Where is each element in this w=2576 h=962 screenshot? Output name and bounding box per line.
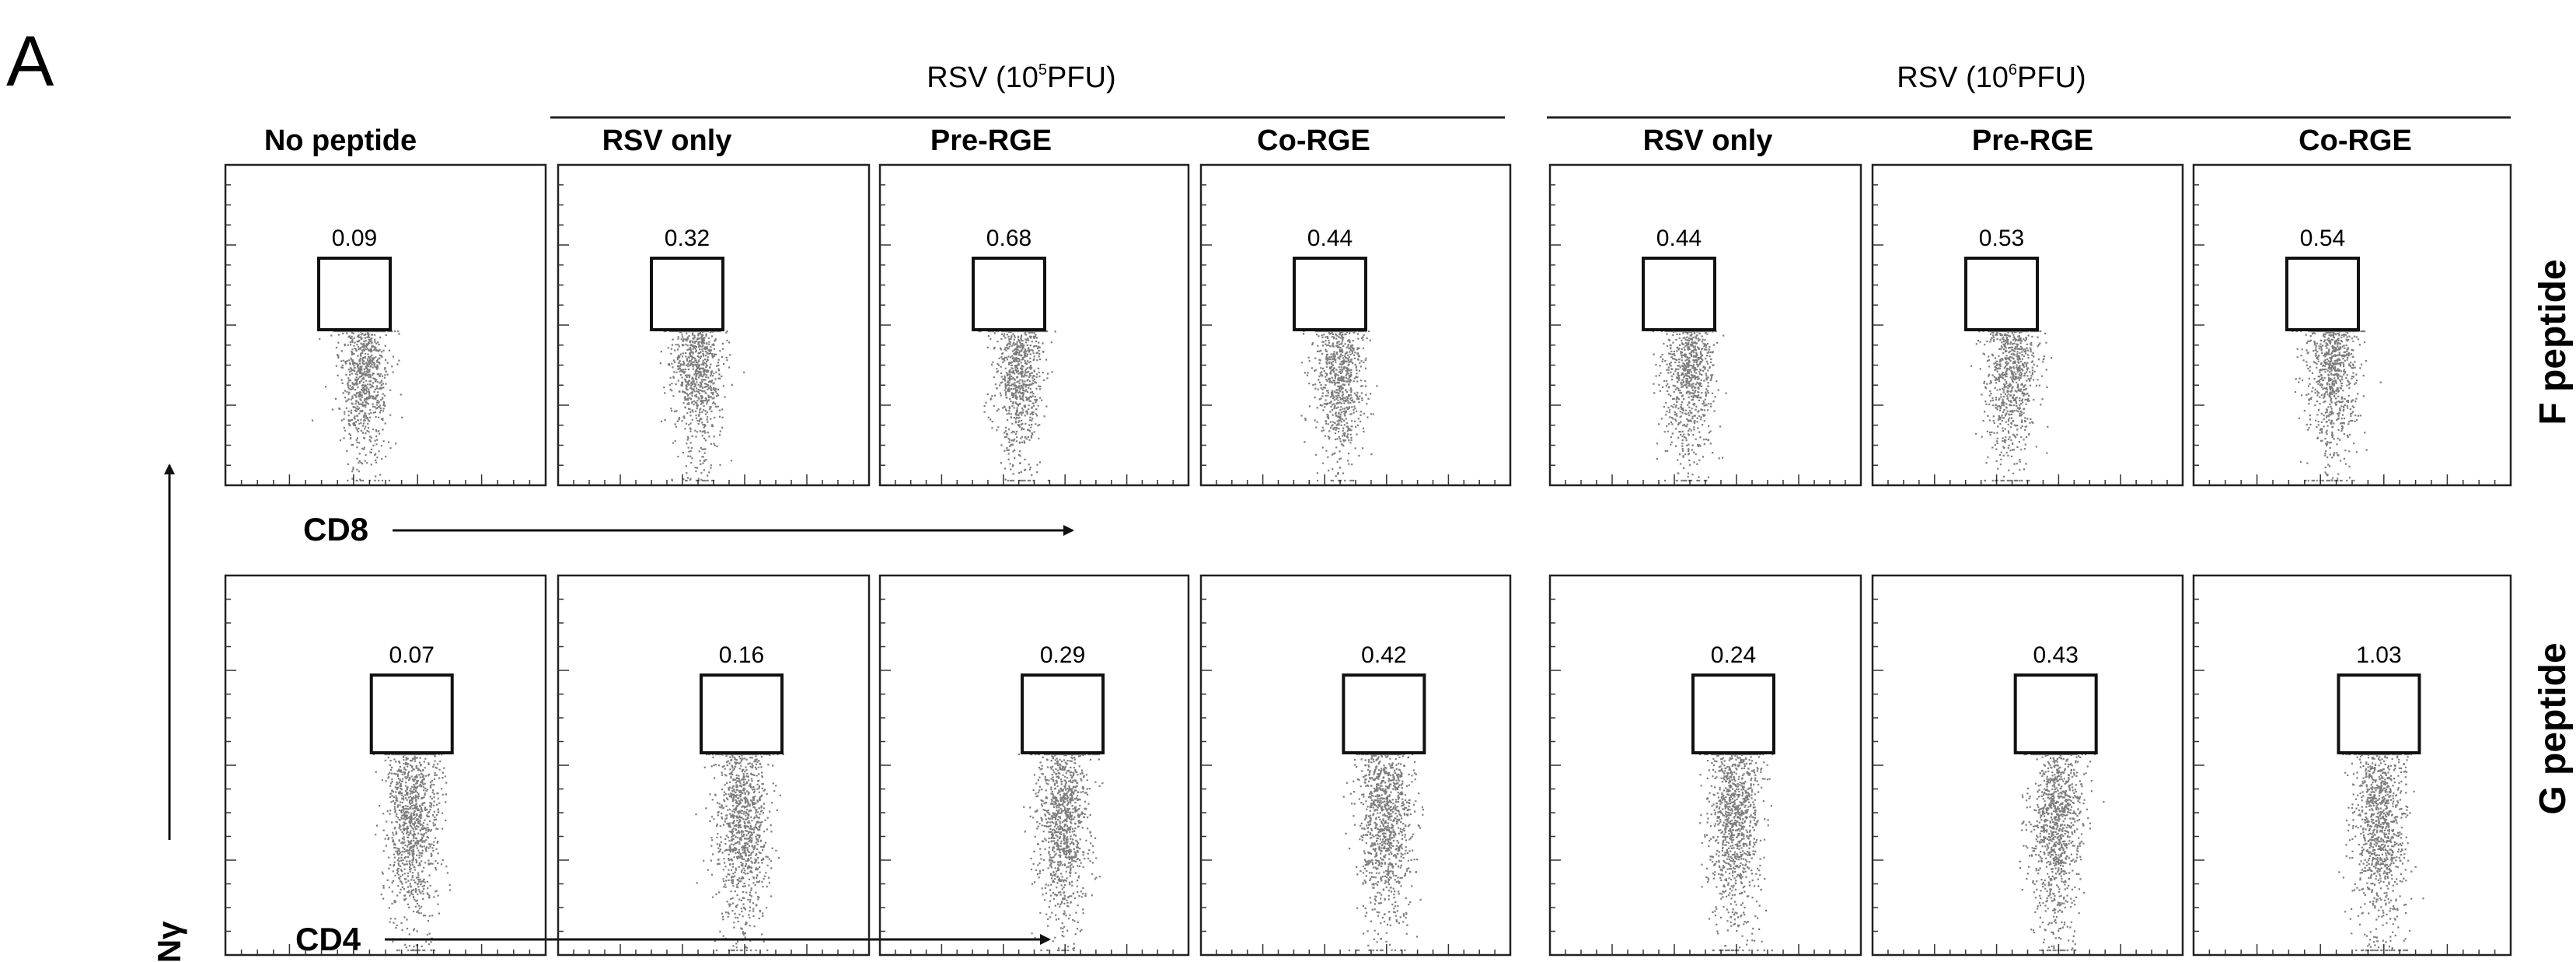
plot-panel: 0.54 [2192,163,2512,487]
gate-box [1342,673,1426,754]
plot-panel: 0.43 [1871,574,2184,957]
axis-ticks [225,598,531,955]
axis-ticks [558,598,854,955]
plot-panel: 0.44 [1548,163,1862,487]
plot-frame [2192,574,2512,957]
col-title-2: RSV only [602,124,732,157]
row-title-f: F peptide [2532,259,2574,425]
plot-panel: 0.29 [878,574,1190,957]
gate-box [1021,673,1105,754]
gate-box [2285,257,2360,331]
gate-value: 0.07 [389,642,435,668]
plot-frame [878,163,1190,487]
gate-value: 0.09 [332,226,377,251]
dotplot-grid: 0.09 0.32 0.68 0.44 0.44 0.53 0.54 0.07 0.16 0.29… [224,163,2512,957]
x-axis-label-cd4: CD4 [295,921,361,957]
cell-population [695,753,784,952]
col-title-5: RSV only [1643,124,1773,157]
gate-value: 0.16 [719,642,764,668]
cell-population [1300,330,1378,482]
gate-box [369,673,454,754]
plot-frame [878,574,1190,957]
plot-panel: 0.32 [557,163,871,487]
plot-panel: 0.09 [224,163,547,487]
gate-box [650,257,724,331]
y-axis-label: IFNγ [151,921,187,962]
gate-value: 0.54 [2300,226,2345,251]
gate-box [1293,257,1367,331]
gate-value: 0.68 [986,226,1031,251]
gate-value: 0.53 [1979,226,2024,251]
gate-value: 0.44 [1307,226,1353,251]
cell-population [2292,330,2382,482]
axis-ticks [880,184,1174,485]
axis-ticks [558,184,854,485]
x-axis-label-cd8: CD8 [303,511,368,547]
gate-box [700,673,784,754]
group-title-1: RSV (105PFU) [927,61,1115,94]
gate-value: 0.44 [1656,226,1702,251]
gate-box [1964,257,2039,331]
plot-panel: 0.53 [1871,163,2184,487]
gate-box [972,257,1046,331]
col-title-1: No peptide [264,124,417,157]
cell-population [1017,753,1104,952]
plot-frame [2192,163,2512,487]
gate-value: 0.32 [665,226,710,251]
axis-ticks [225,184,531,485]
gate-box [1691,673,1775,754]
plot-panel: 0.07 [224,574,547,957]
plot-panel: 0.16 [557,574,871,957]
cell-population [311,330,403,482]
plot-frame [1548,574,1862,957]
cell-population [372,753,452,952]
cell-population [1698,753,1774,952]
plot-panel: 0.42 [1199,574,1512,957]
gate-value: 0.43 [2033,642,2078,668]
cell-population [1970,330,2053,482]
cell-population [2338,753,2424,952]
plot-frame [224,574,547,957]
plot-panel: 0.68 [878,163,1190,487]
axis-ticks [1201,184,1496,485]
plot-frame [1548,163,1862,487]
axis-ticks [1201,598,1496,955]
plot-frame [1199,163,1512,487]
col-title-6: Pre-RGE [1972,124,2093,157]
gate-box [317,257,392,331]
axis-ticks [2194,598,2496,955]
plot-panel: 0.44 [1199,163,1512,487]
gate-value: 0.42 [1361,642,1406,668]
cell-population [1342,753,1424,952]
cell-population [2019,753,2105,952]
gate-box [1642,257,1716,331]
axis-ticks [880,598,1174,955]
cell-population [659,330,745,482]
cell-population [978,330,1056,482]
gate-value: 0.24 [1711,642,1756,668]
cell-population [1652,330,1727,482]
row-title-g: G peptide [2532,642,2574,814]
axis-ticks [1873,598,2168,955]
gate-value: 1.03 [2356,642,2401,668]
gate-box [2337,673,2421,754]
plot-frame [1871,574,2184,957]
plot-frame [224,163,547,487]
group-title-2: RSV (106PFU) [1897,61,2086,94]
panel-letter: A [6,22,54,101]
gate-box [2013,673,2098,754]
col-title-4: Co-RGE [1257,124,1370,157]
plot-panel: 1.03 [2192,574,2512,957]
plot-frame [1871,163,2184,487]
axis-ticks [1550,184,1846,485]
col-title-3: Pre-RGE [930,124,1052,157]
plot-panel: 0.24 [1548,574,1862,957]
gate-value: 0.29 [1040,642,1085,668]
axis-ticks [1550,598,1846,955]
col-title-7: Co-RGE [2299,124,2412,157]
